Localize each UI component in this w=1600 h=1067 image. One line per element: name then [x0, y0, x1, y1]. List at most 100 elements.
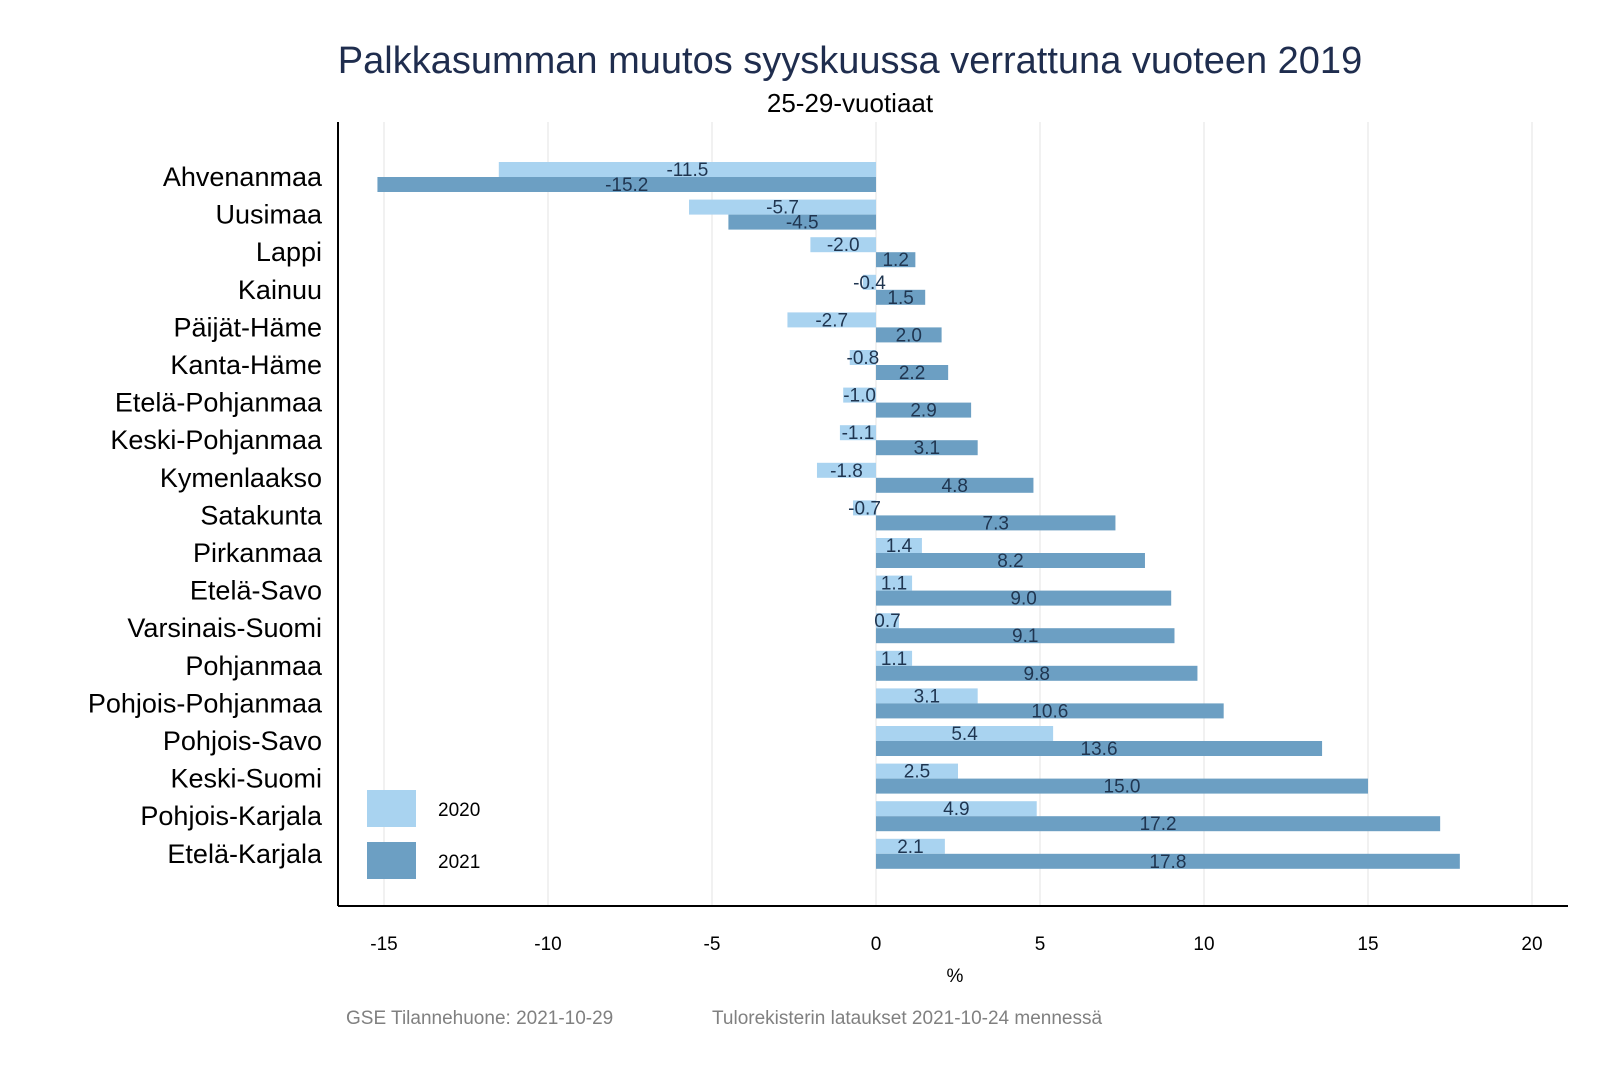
value-label: -0.4	[853, 273, 886, 294]
bar-2021	[876, 816, 1441, 832]
bar-2020	[876, 838, 945, 854]
value-label: 9.1	[1012, 626, 1038, 647]
bar-2021	[876, 553, 1145, 568]
category-label: Etelä-Savo	[190, 576, 322, 606]
value-label: 2.5	[904, 762, 930, 783]
category-label: Keski-Pohjanmaa	[110, 425, 323, 455]
value-label: 2.0	[896, 325, 922, 346]
value-label: 1.1	[881, 649, 907, 670]
category-label: Ahvenanmaa	[163, 162, 323, 192]
value-label: 2.9	[910, 401, 936, 422]
legend-label-2021: 2021	[438, 852, 480, 873]
category-label: Pohjois-Pohjanmaa	[88, 688, 323, 718]
value-label: 9.8	[1024, 664, 1050, 685]
x-tick-label: -5	[704, 934, 721, 955]
value-label: 13.6	[1081, 739, 1118, 760]
legend: 2020 2021	[367, 790, 480, 879]
bar-2021	[876, 440, 978, 456]
bar-2020	[853, 500, 876, 516]
value-label: -0.8	[847, 348, 880, 369]
bar-2021	[876, 327, 942, 343]
bar-2021	[728, 214, 876, 230]
bar-2021	[876, 252, 916, 268]
bar-2020	[689, 199, 876, 215]
value-label: 1.5	[887, 288, 913, 309]
bar-2021	[876, 778, 1368, 794]
value-label: -1.0	[843, 386, 876, 407]
bar-2021	[876, 590, 1172, 606]
bar-2020	[876, 650, 913, 666]
category-label: Pohjanmaa	[185, 651, 323, 681]
category-label: Keski-Suomi	[170, 764, 322, 794]
chart-title: Palkkasumman muutos syyskuussa verrattun…	[338, 40, 1362, 82]
bar-2021	[876, 741, 1323, 756]
category-label: Pirkanmaa	[193, 538, 323, 568]
x-tick-label: 20	[1521, 934, 1542, 955]
bar-2020	[498, 162, 876, 177]
category-label: Uusimaa	[215, 200, 323, 230]
x-tick-label: -15	[370, 934, 397, 955]
bar-2021	[876, 402, 972, 418]
value-label: 17.2	[1140, 814, 1177, 835]
category-label: Lappi	[256, 237, 322, 267]
value-label: -1.8	[830, 461, 863, 482]
bar-2021	[876, 853, 1460, 869]
legend-swatch-2020	[367, 790, 416, 827]
bar-2020	[816, 462, 876, 478]
category-label: Etelä-Karjala	[167, 839, 323, 869]
value-label: -11.5	[666, 160, 708, 181]
value-label: 0.7	[874, 611, 900, 632]
value-label: -15.2	[605, 175, 648, 196]
value-label: -5.7	[766, 198, 799, 219]
category-label: Pohjois-Karjala	[140, 801, 323, 831]
bar-2021	[876, 628, 1175, 644]
bar-2020	[876, 801, 1037, 817]
bar-2021	[876, 703, 1224, 719]
bar-2020	[849, 350, 876, 365]
value-label: 15.0	[1104, 777, 1141, 798]
legend-swatch-2021	[367, 842, 416, 879]
category-label: Pohjois-Savo	[163, 726, 322, 756]
category-label: Kainuu	[238, 275, 322, 305]
chart-subtitle: 25-29-vuotiaat	[767, 88, 934, 118]
bar-2021	[876, 515, 1116, 531]
x-tick-label: 10	[1193, 934, 1214, 955]
bar-2020	[839, 425, 876, 441]
bar-2020	[876, 763, 958, 779]
value-label: 5.4	[951, 724, 978, 745]
value-label: 3.1	[914, 686, 940, 707]
bar-2020	[862, 274, 876, 290]
bar-2020	[876, 726, 1054, 741]
value-label: 1.4	[886, 536, 913, 557]
bars	[377, 162, 1460, 869]
value-label: 7.3	[983, 513, 1009, 534]
value-labels: -11.5-15.2-5.7-4.5-2.01.2-0.41.5-2.72.0-…	[605, 160, 1186, 873]
category-label: Päijät-Häme	[173, 312, 322, 342]
category-label: Etelä-Pohjanmaa	[115, 388, 323, 418]
x-axis-label: %	[947, 966, 964, 987]
value-label: -1.1	[842, 423, 875, 444]
value-label: -4.5	[786, 213, 819, 234]
bar-2020	[843, 387, 876, 403]
footer-note: Tulorekisterin lataukset 2021-10-24 menn…	[712, 1008, 1102, 1029]
value-label: 3.1	[914, 438, 940, 459]
value-label: 2.2	[899, 363, 925, 384]
bar-2020	[787, 312, 876, 328]
bar-2021	[377, 177, 876, 192]
value-label: 1.1	[881, 574, 907, 595]
value-label: 4.8	[942, 476, 968, 497]
bar-2020	[810, 237, 876, 253]
value-label: -0.7	[848, 498, 881, 519]
x-tick-label: 0	[871, 934, 882, 955]
category-label: Kanta-Häme	[170, 350, 322, 380]
x-tick-label: 5	[1035, 934, 1046, 955]
x-tick-labels: -15 -10 -5 0 5 10 15 20	[370, 934, 1542, 955]
x-tick-label: 15	[1357, 934, 1378, 955]
value-label: -2.7	[815, 310, 848, 331]
bar-2021	[876, 665, 1198, 681]
bar-2020	[876, 575, 913, 591]
value-label: 9.0	[1010, 589, 1036, 610]
value-label: 4.9	[943, 799, 969, 820]
legend-label-2020: 2020	[438, 800, 480, 821]
